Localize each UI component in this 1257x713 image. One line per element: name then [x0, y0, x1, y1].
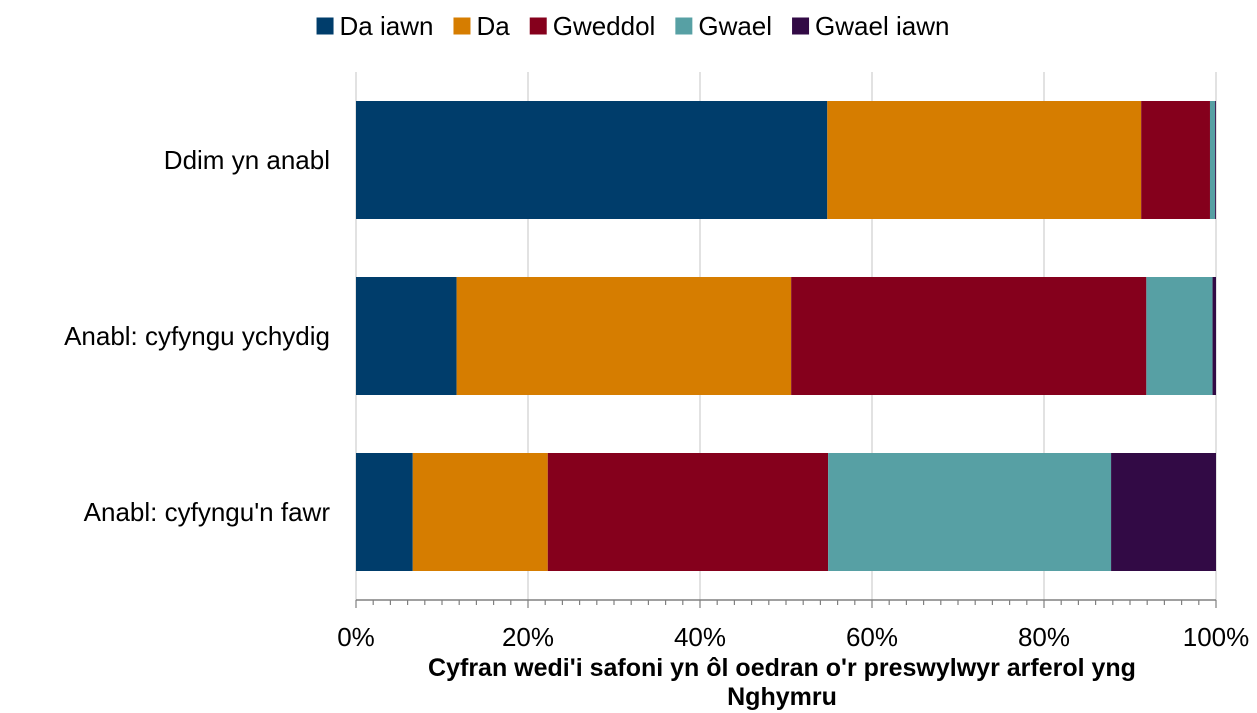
x-tick-label: 80% — [1018, 622, 1070, 652]
bar-anabl-cyfyngu-ychydig-gweddol — [791, 277, 1147, 395]
legend-item-gweddol: Gweddol — [529, 11, 656, 41]
bar-anabl-cyfyngu-ychydig-da-iawn — [356, 277, 457, 395]
bar-anabl-cyfyngu-n-fawr-gwael-iawn — [1111, 453, 1216, 571]
x-tick-label: 40% — [674, 622, 726, 652]
x-tick-label: 60% — [846, 622, 898, 652]
bar-anabl-cyfyngu-n-fawr-gweddol — [547, 453, 829, 571]
category-axis: Ddim yn anabl Anabl: cyfyngu ychydig Anabl… — [64, 145, 330, 527]
x-tick-label: 20% — [502, 622, 554, 652]
x-axis-title-line-1: Cyfran wedi'i safoni yn ôl oedran o'r pr… — [428, 654, 1136, 682]
legend-swatch — [316, 17, 334, 35]
legend-swatch — [453, 17, 471, 35]
x-tick-label: 100% — [1183, 622, 1250, 652]
bar-ddim-yn-anabl-da — [827, 101, 1142, 219]
legend-swatch — [529, 17, 547, 35]
bar-ddim-yn-anabl-da-iawn — [356, 101, 828, 219]
bars — [356, 101, 1216, 571]
legend-item-gwael: Gwael — [675, 11, 772, 41]
bar-anabl-cyfyngu-ychydig-da — [456, 277, 792, 395]
legend: Da iawn Da Gweddol Gwael Gwael iawn — [316, 11, 949, 41]
x-axis: 0% 20% 40% 60% 80% 100% — [337, 599, 1250, 652]
legend-swatch — [792, 17, 810, 35]
category-label: Anabl: cyfyngu ychydig — [64, 321, 330, 351]
bar-anabl-cyfyngu-ychydig-gwael-iawn — [1212, 277, 1216, 395]
legend-item-da: Da — [453, 11, 510, 41]
bar-ddim-yn-anabl-gwael — [1209, 101, 1216, 219]
legend-label: Gwael iawn — [815, 11, 949, 41]
legend-swatch — [675, 17, 693, 35]
legend-label: Gweddol — [553, 11, 656, 41]
x-tick-label: 0% — [337, 622, 375, 652]
legend-item-gwael-iawn: Gwael iawn — [792, 11, 949, 41]
bar-anabl-cyfyngu-n-fawr-gwael — [828, 453, 1112, 571]
bar-anabl-cyfyngu-ychydig-gwael — [1146, 277, 1213, 395]
bar-anabl-cyfyngu-n-fawr-da-iawn — [356, 453, 413, 571]
legend-label: Da iawn — [340, 11, 434, 41]
x-axis-title-line-2: Nghymru — [727, 683, 837, 711]
legend-item-da-iawn: Da iawn — [316, 11, 434, 41]
bar-ddim-yn-anabl-gwael-iawn — [1215, 101, 1216, 219]
category-label: Anabl: cyfyngu'n fawr — [84, 497, 331, 527]
bar-ddim-yn-anabl-gweddol — [1141, 101, 1210, 219]
legend-label: Da — [476, 11, 510, 41]
bar-anabl-cyfyngu-n-fawr-da — [412, 453, 548, 571]
category-label: Ddim yn anabl — [164, 145, 330, 175]
legend-label: Gwael — [698, 11, 772, 41]
